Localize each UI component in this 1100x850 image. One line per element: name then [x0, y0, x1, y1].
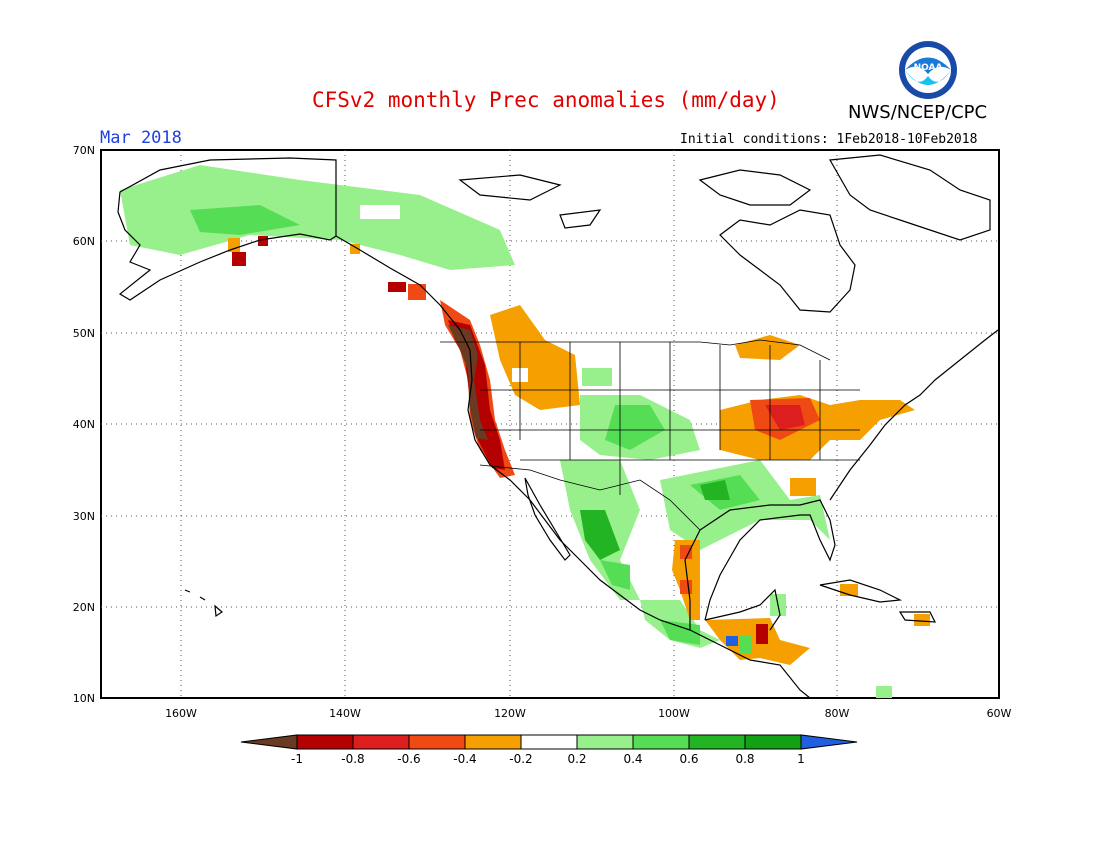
colorbar-swatch [576, 734, 634, 750]
colorbar-swatch [408, 734, 466, 750]
colorbar-swatch [464, 734, 522, 750]
latitude-labels: 70N 60N 50N 40N 30N 20N 10N [73, 144, 95, 705]
initial-conditions: Initial conditions: 1Feb2018-10Feb2018 [680, 132, 978, 147]
noaa-logo-icon: NOAA [899, 41, 957, 99]
svg-text:NOAA: NOAA [914, 63, 943, 73]
colorbar-label: -0.4 [453, 752, 476, 766]
lat-label: 50N [73, 327, 95, 340]
anomaly-shading [120, 165, 930, 698]
colorbar-swatch [520, 734, 578, 750]
colorbar-swatch [296, 734, 354, 750]
colorbar-label: 0.2 [567, 752, 586, 766]
lat-label: 60N [73, 235, 95, 248]
coastlines [117, 154, 999, 699]
lat-label: 70N [73, 144, 95, 157]
lat-label: 30N [73, 510, 95, 523]
colorbar-legend: -1 -0.8 -0.6 -0.4 -0.2 0.2 0.4 0.6 0.8 1 [240, 734, 858, 766]
agency-label: NWS/NCEP/CPC [848, 102, 988, 123]
political-borders [440, 339, 860, 531]
colorbar-swatch [688, 734, 746, 750]
colorbar-label: -0.6 [397, 752, 420, 766]
longitude-labels: 160W 140W 120W 100W 80W 60W [165, 707, 1011, 720]
colorbar-label: -0.2 [509, 752, 532, 766]
lon-label: 160W [165, 707, 197, 720]
colorbar-label: -1 [291, 752, 303, 766]
colorbar-label: 0.6 [679, 752, 698, 766]
colorbar-label: -0.8 [341, 752, 364, 766]
lon-label: 100W [658, 707, 690, 720]
colorbar-arrow-high [800, 734, 858, 750]
lon-label: 140W [329, 707, 361, 720]
colorbar-swatch [632, 734, 690, 750]
lat-label: 10N [73, 692, 95, 705]
map-title: CFSv2 monthly Prec anomalies (mm/day) [312, 88, 780, 112]
lon-label: 80W [825, 707, 850, 720]
lat-label: 20N [73, 601, 95, 614]
lon-label: 120W [494, 707, 526, 720]
colorbar-label: 1 [797, 752, 805, 766]
forecast-month: Mar 2018 [100, 128, 182, 148]
colorbar-swatch [352, 734, 410, 750]
colorbar-swatch [744, 734, 802, 750]
lat-label: 40N [73, 418, 95, 431]
colorbar-arrow-low [240, 734, 298, 750]
colorbar-label: 0.8 [735, 752, 754, 766]
colorbar-label: 0.4 [623, 752, 642, 766]
lon-label: 60W [987, 707, 1012, 720]
